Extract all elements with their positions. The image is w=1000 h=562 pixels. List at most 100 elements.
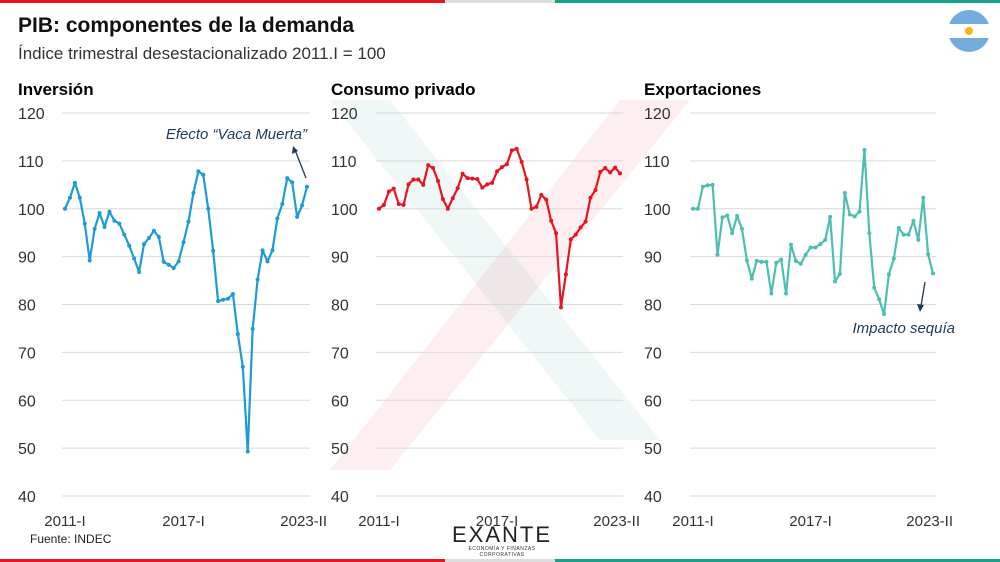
data-point <box>305 184 309 189</box>
data-point <box>793 258 798 263</box>
data-point <box>132 256 137 261</box>
data-point <box>891 256 896 261</box>
data-point <box>921 195 926 200</box>
x-tick-label: 2011-I <box>358 513 399 530</box>
data-point <box>578 225 583 230</box>
data-point <box>156 234 161 239</box>
data-point <box>872 285 877 290</box>
data-point <box>181 240 186 245</box>
data-point <box>808 245 813 250</box>
data-point <box>460 171 465 176</box>
data-point <box>754 258 759 263</box>
data-point <box>837 271 842 276</box>
data-point <box>759 259 764 264</box>
y-tick-label: 50 <box>644 441 662 458</box>
x-tick-label: 2017-I <box>789 513 832 530</box>
y-tick-label: 110 <box>644 154 670 171</box>
arrow-head-icon <box>917 304 924 312</box>
data-point <box>295 214 300 219</box>
data-point <box>695 206 700 211</box>
data-point <box>186 219 191 224</box>
top-bar-grey <box>445 0 555 3</box>
y-tick-label: 100 <box>644 202 671 219</box>
data-point <box>784 291 789 296</box>
y-tick-label: 90 <box>18 250 36 267</box>
data-point <box>82 221 87 226</box>
chart-title: Consumo privado <box>331 80 476 99</box>
data-point <box>613 165 618 170</box>
data-point <box>216 299 221 304</box>
data-point <box>524 177 529 182</box>
series-line <box>63 170 309 453</box>
data-point <box>931 271 935 276</box>
data-point <box>426 163 431 168</box>
y-tick-label: 100 <box>331 202 358 219</box>
y-tick-label: 80 <box>18 298 36 315</box>
x-tick-label: 2023-II <box>906 513 953 530</box>
data-point <box>544 197 549 202</box>
data-point <box>916 237 921 242</box>
data-point <box>798 261 803 266</box>
data-point <box>97 211 102 216</box>
data-point <box>166 262 171 267</box>
y-tick-label: 110 <box>18 154 44 171</box>
y-tick-label: 50 <box>331 441 349 458</box>
data-point <box>730 231 735 236</box>
data-point <box>72 180 77 185</box>
x-tick-label: 2011-I <box>672 513 713 530</box>
data-point <box>377 206 381 211</box>
data-point <box>534 204 539 209</box>
top-bar-teal <box>555 0 1000 3</box>
data-point <box>260 248 265 253</box>
data-point <box>573 232 578 237</box>
data-point <box>431 166 436 171</box>
data-point <box>455 186 460 191</box>
y-tick-label: 90 <box>331 250 349 267</box>
x-tick-label: 2023-II <box>593 513 640 530</box>
y-tick-label: 80 <box>644 298 662 315</box>
data-point <box>705 183 710 188</box>
data-point <box>142 242 147 247</box>
y-tick-label: 40 <box>644 489 662 506</box>
y-tick-label: 60 <box>644 393 662 410</box>
data-point <box>886 272 891 277</box>
data-point <box>911 218 916 223</box>
data-point <box>265 259 270 264</box>
data-point <box>568 237 573 242</box>
data-point <box>161 259 166 264</box>
data-point <box>618 171 622 176</box>
data-point <box>191 190 196 195</box>
y-tick-label: 60 <box>18 393 36 410</box>
data-point <box>490 180 495 185</box>
data-point <box>774 260 779 265</box>
bottom-bar-teal <box>555 559 1000 562</box>
data-point <box>519 159 524 164</box>
data-point <box>386 189 391 194</box>
annotation: Efecto “Vaca Muerta” <box>166 126 308 143</box>
y-tick-label: 70 <box>331 345 349 362</box>
data-point <box>92 226 97 231</box>
data-point <box>137 269 142 274</box>
data-point <box>290 180 295 185</box>
data-point <box>465 176 470 181</box>
y-tick-label: 70 <box>644 345 662 362</box>
data-point <box>440 197 445 202</box>
y-tick-label: 90 <box>644 250 662 267</box>
series-line <box>693 148 935 316</box>
data-point <box>401 202 406 207</box>
logo-tagline: ECONOMÍA Y FINANZAS CORPORATIVAS <box>468 546 536 558</box>
data-point <box>847 212 852 217</box>
y-tick-label: 40 <box>331 489 349 506</box>
logo-name: EXANTE <box>451 522 553 547</box>
data-point <box>764 259 769 264</box>
data-point <box>725 213 730 218</box>
data-point <box>842 190 847 195</box>
data-point <box>470 176 475 181</box>
data-point <box>691 206 695 211</box>
y-tick-label: 40 <box>18 489 36 506</box>
data-point <box>554 231 559 236</box>
data-point <box>833 279 838 284</box>
data-point <box>450 196 455 201</box>
page-title: PIB: componentes de la demanda <box>18 14 355 37</box>
